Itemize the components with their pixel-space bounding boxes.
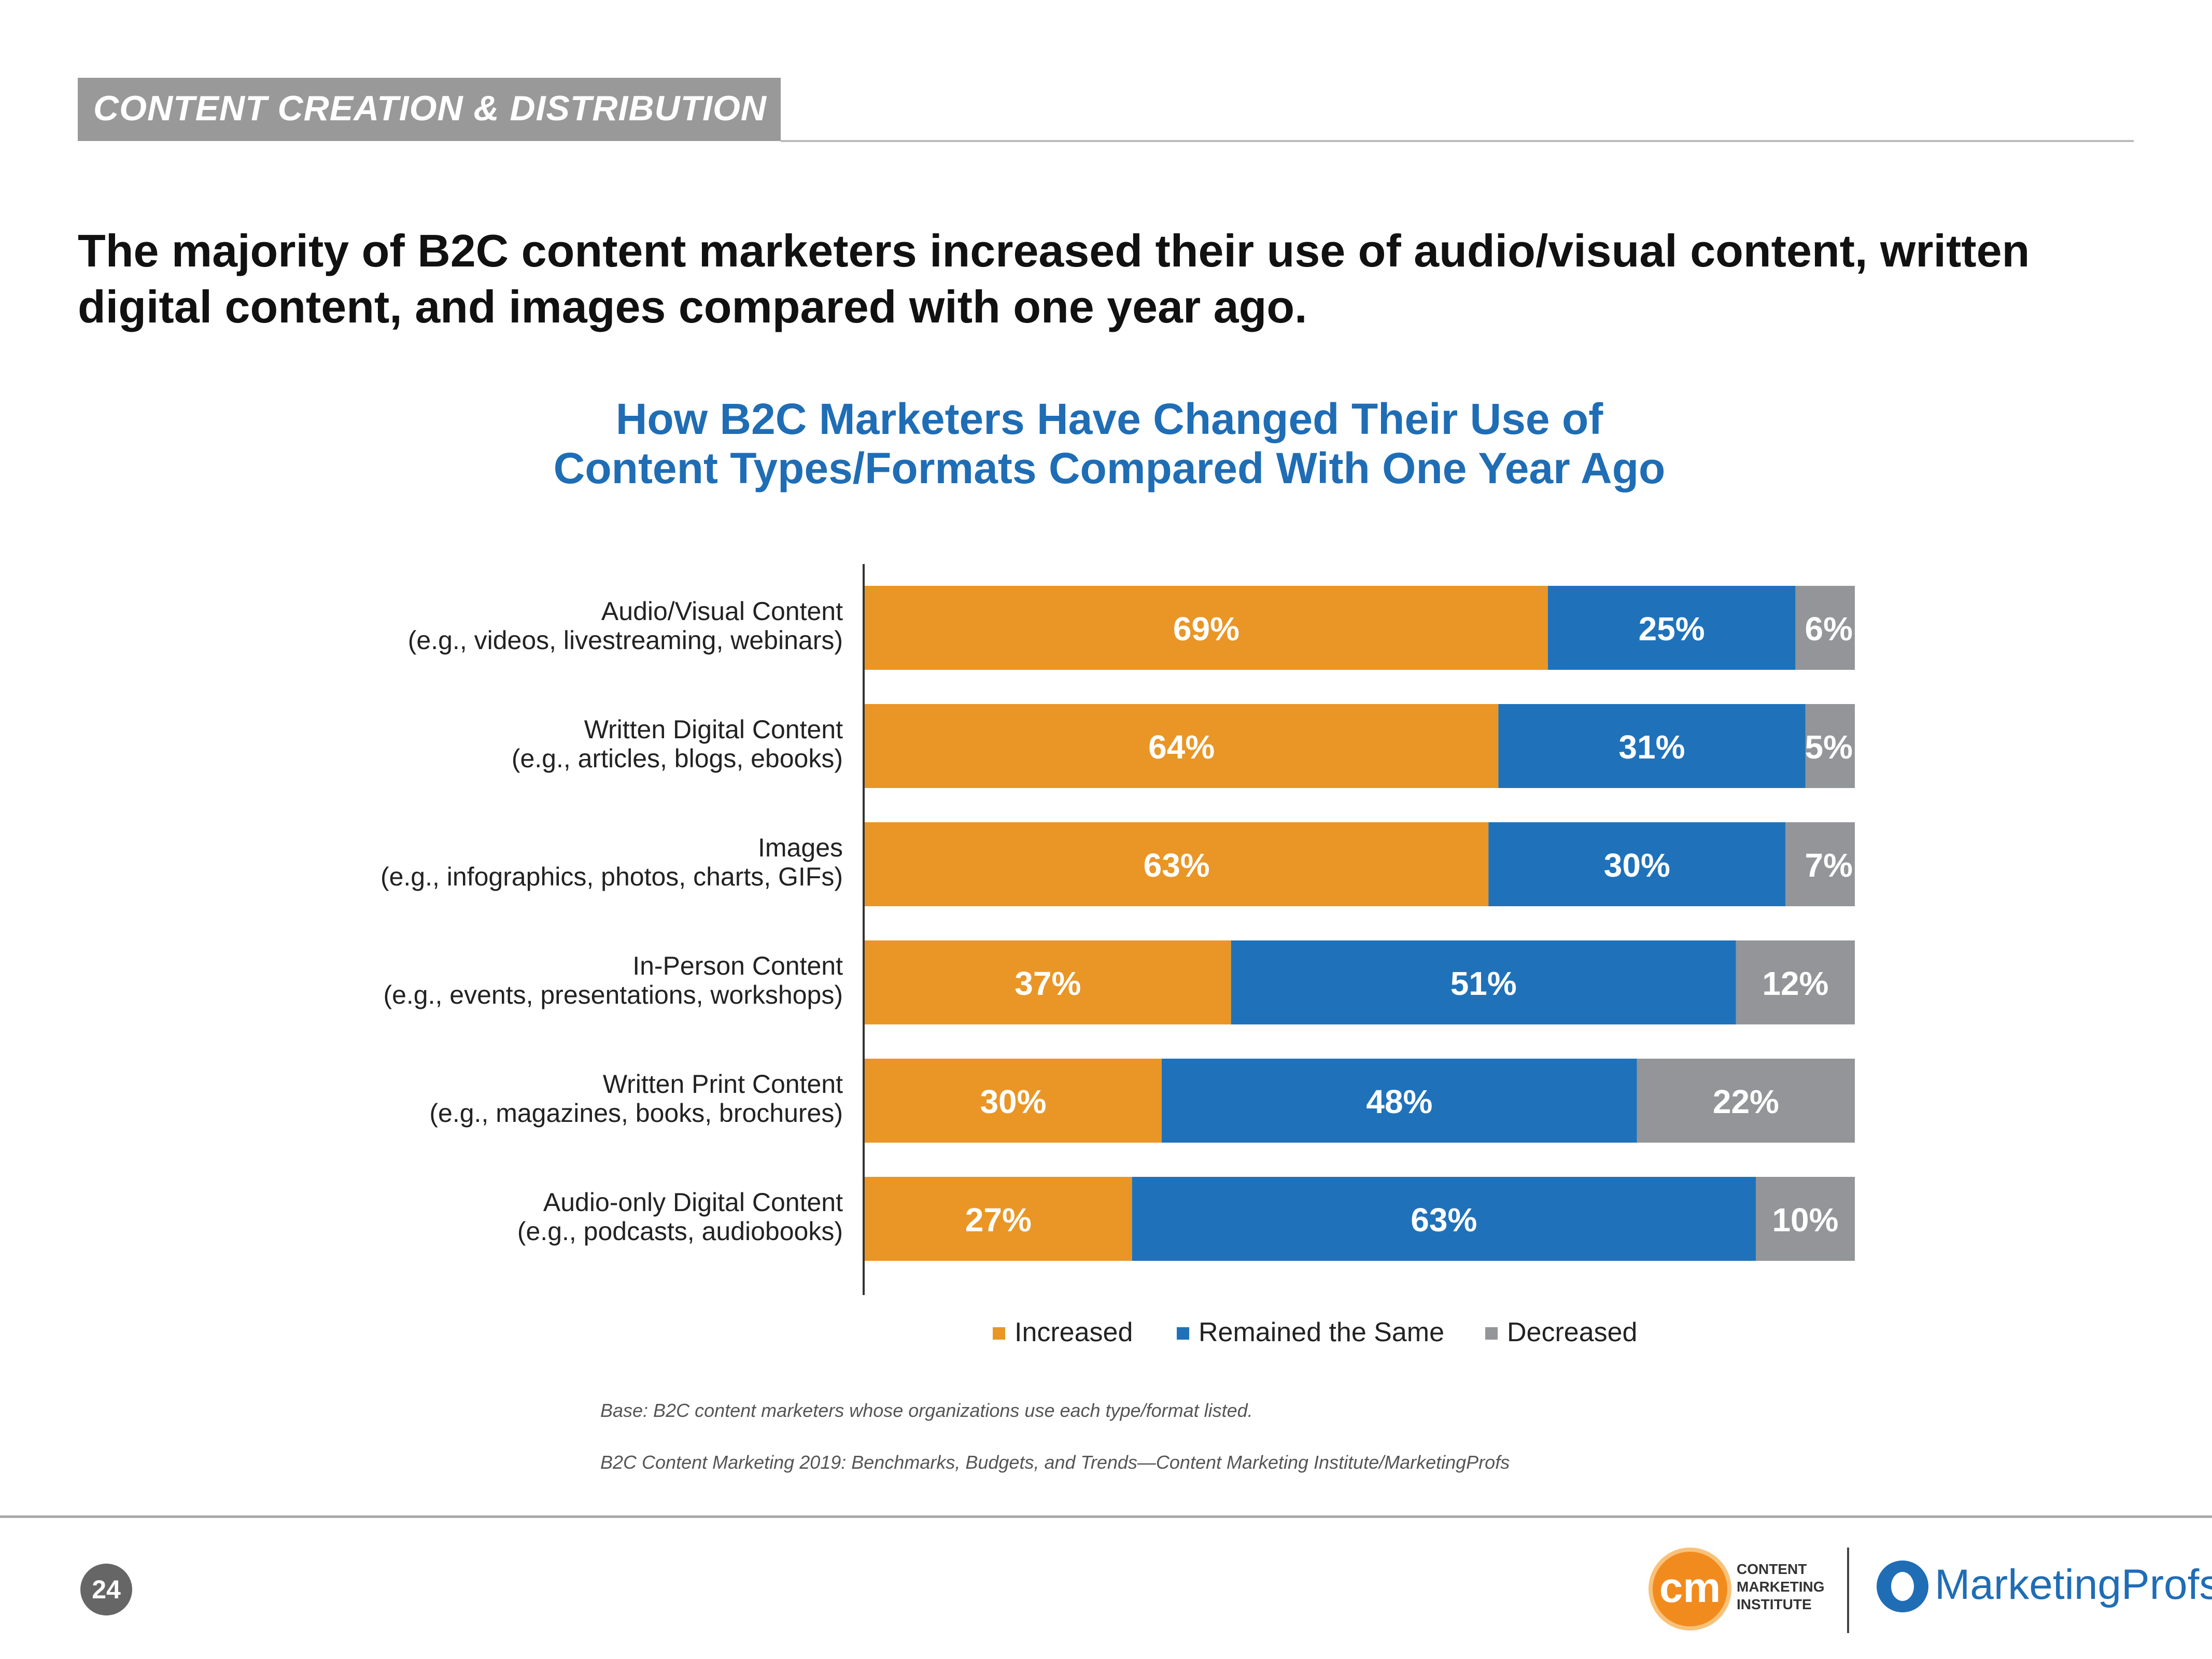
data-label-decreased: 5% [1805, 728, 1853, 766]
data-label-increased: 63% [1144, 847, 1210, 884]
data-label-decreased: 7% [1805, 847, 1853, 884]
cmi-logo-line-1: CONTENT [1737, 1561, 1807, 1577]
category-label: Audio/Visual Content [601, 597, 843, 626]
category-label: Written Print Content [603, 1070, 843, 1099]
category-example: (e.g., videos, livestreaming, webinars) [408, 626, 843, 655]
category-label: Images [758, 833, 843, 862]
bar-segment-decreased [1736, 940, 1855, 1024]
bar-segment-remained-the-same [1162, 1059, 1637, 1143]
chart-base-note: Base: B2C content marketers whose organi… [600, 1400, 1253, 1421]
footer-divider [0, 1515, 2212, 1518]
legend-label-remained: Remained the Same [1199, 1317, 1445, 1347]
data-label-remained-the-same: 63% [1411, 1201, 1477, 1239]
headline-line-2: digital content, and images compared wit… [78, 281, 1307, 332]
category-example: (e.g., events, presentations, workshops) [383, 980, 843, 1009]
bar-segment-decreased [1756, 1177, 1855, 1261]
data-label-decreased: 10% [1772, 1201, 1838, 1239]
cmi-logo-icon: cm [1649, 1548, 1731, 1630]
chart-title-line-1: How B2C Marketers Have Changed Their Use… [615, 395, 1603, 443]
bar-segment-remained-the-same [1231, 940, 1736, 1024]
category-label: Written Digital Content [584, 715, 843, 744]
data-label-increased: 69% [1173, 610, 1239, 648]
category-label: In-Person Content [632, 951, 843, 980]
category-example: (e.g., infographics, photos, charts, GIF… [381, 862, 843, 891]
data-label-increased: 37% [1015, 965, 1081, 1002]
data-label-increased: 27% [965, 1201, 1032, 1239]
bar-segment-increased [865, 586, 1548, 670]
chart-source-note: B2C Content Marketing 2019: Benchmarks, … [600, 1452, 1510, 1473]
category-example: (e.g., podcasts, audiobooks) [517, 1217, 843, 1246]
data-label-remained-the-same: 25% [1639, 610, 1705, 648]
data-label-decreased: 22% [1713, 1083, 1779, 1120]
marketingprofs-logo-icon [1877, 1560, 1928, 1612]
bar-segment-decreased [1805, 704, 1855, 788]
bar-segment-remained-the-same [1498, 704, 1806, 788]
headline-line-1: The majority of B2C content marketers in… [78, 225, 2030, 276]
stacked-bar-chart: Audio/Visual Content(e.g., videos, lives… [381, 564, 1855, 1295]
legend-swatch-increased [993, 1327, 1005, 1340]
data-label-remained-the-same: 30% [1604, 847, 1670, 884]
cmi-logo-line-3: INSTITUTE [1737, 1596, 1812, 1612]
bar-segment-increased [865, 704, 1499, 788]
bar-segment-increased [865, 822, 1489, 906]
bar-segment-remained-the-same [1547, 586, 1796, 670]
data-label-decreased: 6% [1805, 610, 1853, 648]
bar-segment-decreased [1637, 1059, 1855, 1143]
bar-segment-remained-the-same [1488, 822, 1786, 906]
cmi-logo-text: CONTENT MARKETING INSTITUTE [1737, 1560, 1825, 1613]
section-tag: CONTENT CREATION & DISTRIBUTION [78, 78, 781, 141]
bar-segment-remained-the-same [1132, 1177, 1756, 1261]
category-example: (e.g., magazines, books, brochures) [429, 1099, 843, 1128]
bar-segment-decreased [1795, 586, 1855, 670]
bar-segment-increased [865, 1177, 1132, 1261]
data-label-increased: 64% [1148, 728, 1215, 766]
bar-segment-increased [865, 1059, 1162, 1143]
section-divider [781, 140, 2134, 142]
data-label-decreased: 12% [1762, 965, 1828, 1002]
section-tag-label: CONTENT CREATION & DISTRIBUTION [93, 89, 767, 128]
bar-segment-decreased [1785, 822, 1855, 906]
cmi-logo-line-2: MARKETING [1737, 1579, 1825, 1595]
category-label: Audio-only Digital Content [543, 1188, 843, 1217]
page-headline: The majority of B2C content marketers in… [78, 223, 2125, 335]
legend-swatch-decreased [1485, 1327, 1498, 1340]
data-label-increased: 30% [980, 1083, 1046, 1120]
marketingprofs-logo-text: MarketingProfs [1935, 1561, 2212, 1608]
bar-segment-increased [865, 940, 1231, 1024]
page-number: 24 [80, 1564, 132, 1615]
logo-divider [1847, 1548, 1849, 1633]
legend-label-decreased: Decreased [1507, 1317, 1638, 1347]
chart-title-line-2: Content Types/Formats Compared With One … [553, 444, 1666, 493]
legend-label-increased: Increased [1015, 1317, 1133, 1347]
legend-swatch-remained [1177, 1327, 1189, 1340]
data-label-remained-the-same: 31% [1618, 728, 1685, 766]
category-example: (e.g., articles, blogs, ebooks) [512, 744, 843, 773]
data-label-remained-the-same: 51% [1450, 965, 1517, 1002]
data-label-remained-the-same: 48% [1366, 1083, 1432, 1120]
